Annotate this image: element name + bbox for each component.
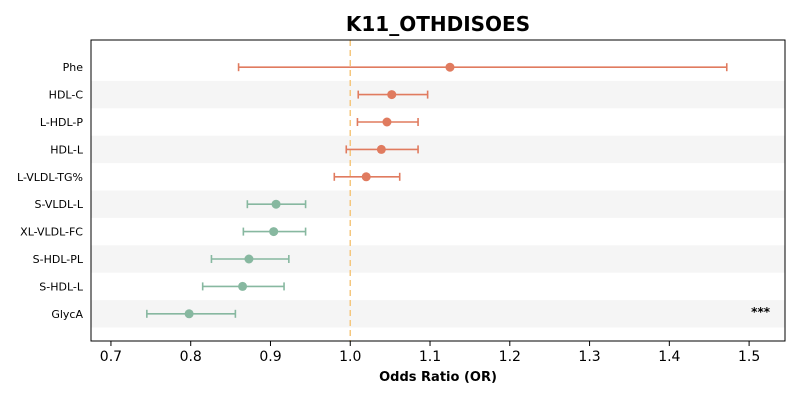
row-bands bbox=[91, 80, 785, 328]
or-point bbox=[271, 199, 281, 209]
category-labels: Phe HDL-C L-HDL-P HDL-L L-VLDL-TG% S-VLDL-L XL… bbox=[17, 61, 84, 321]
category-label: S-HDL-L bbox=[39, 280, 84, 293]
data-row bbox=[237, 62, 728, 72]
or-point bbox=[244, 254, 254, 264]
or-point bbox=[238, 281, 248, 291]
category-label: L-VLDL-TG% bbox=[17, 171, 83, 184]
row-band bbox=[91, 135, 785, 164]
data-row bbox=[357, 90, 429, 100]
data-rows bbox=[146, 62, 728, 319]
x-tick-label: 1.2 bbox=[499, 349, 521, 365]
row-band bbox=[91, 245, 785, 273]
or-point bbox=[382, 117, 392, 127]
data-row bbox=[333, 172, 401, 182]
category-label: S-HDL-PL bbox=[33, 253, 84, 266]
x-axis-label: Odds Ratio (OR) bbox=[379, 370, 497, 385]
plot-frame bbox=[90, 39, 786, 342]
category-label: S-VLDL-L bbox=[35, 198, 84, 211]
data-row bbox=[345, 144, 419, 154]
x-tick-label: 1.5 bbox=[738, 349, 760, 365]
x-tick-label: 1.4 bbox=[658, 349, 680, 365]
category-label: L-HDL-P bbox=[40, 116, 84, 129]
data-row bbox=[146, 309, 237, 319]
or-point bbox=[361, 172, 371, 182]
or-point bbox=[387, 90, 397, 100]
x-tick-label: 1.3 bbox=[578, 349, 600, 365]
data-row bbox=[210, 254, 290, 264]
or-point bbox=[445, 62, 455, 72]
category-label: GlycA bbox=[51, 308, 83, 321]
chart-title: K11_OTHDISOES bbox=[346, 12, 530, 36]
x-tick-label: 0.9 bbox=[259, 349, 281, 365]
category-label: Phe bbox=[63, 61, 84, 74]
category-label: XL-VLDL-FC bbox=[20, 226, 83, 239]
row-band bbox=[91, 80, 785, 109]
category-label: HDL-C bbox=[49, 89, 84, 102]
or-point bbox=[269, 227, 279, 237]
x-tick-label: 0.8 bbox=[180, 349, 202, 365]
x-tick-label: 0.7 bbox=[100, 349, 122, 365]
data-row bbox=[242, 227, 307, 237]
category-label: HDL-L bbox=[50, 143, 84, 156]
significance-annotation: *** bbox=[751, 305, 771, 319]
data-row bbox=[356, 117, 419, 127]
x-axis: 0.7 0.8 0.9 1.0 1.1 1.2 1.3 1.4 1.5 bbox=[100, 341, 760, 365]
x-tick-label: 1.0 bbox=[339, 349, 361, 365]
row-band bbox=[91, 190, 785, 218]
data-row bbox=[246, 199, 307, 209]
significance-annotations: *** bbox=[751, 305, 771, 319]
or-point bbox=[376, 144, 386, 154]
data-row bbox=[201, 281, 285, 291]
x-tick-label: 1.1 bbox=[419, 349, 441, 365]
or-point bbox=[184, 309, 194, 319]
